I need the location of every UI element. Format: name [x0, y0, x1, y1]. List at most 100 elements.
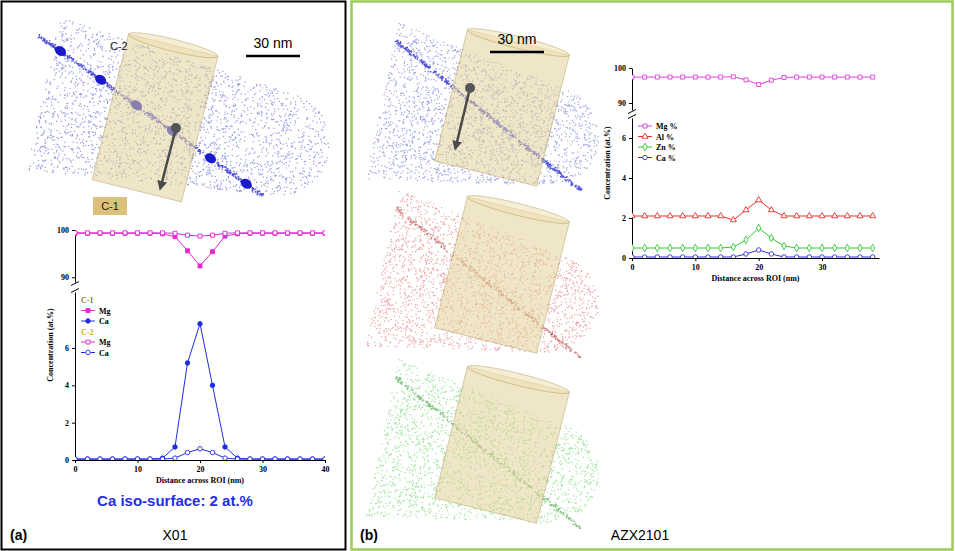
scale-bar [490, 51, 544, 54]
tick-label: 90 [618, 99, 626, 108]
series-marker [136, 231, 140, 235]
series-marker [632, 75, 634, 79]
axis-line [633, 258, 880, 259]
roi-cap [466, 361, 571, 398]
tick-mark [263, 460, 264, 463]
panel-frame [2, 2, 346, 550]
series-marker [75, 457, 77, 460]
legend-label: Al % [656, 133, 674, 142]
tick: 100 [57, 226, 75, 235]
legend-symbol [86, 319, 91, 324]
tick: 6 [622, 134, 632, 143]
series-marker [286, 231, 290, 235]
legend: C-1MgCaC-2MgCa [81, 296, 111, 358]
axis-break [628, 115, 636, 119]
tick-label: 2 [65, 419, 69, 428]
series-marker [845, 255, 850, 258]
series-marker [795, 244, 799, 251]
series-marker [794, 212, 800, 217]
series-marker [833, 244, 837, 251]
series-marker [98, 231, 102, 235]
series-marker [185, 450, 190, 455]
series-marker [870, 212, 876, 217]
series-marker [845, 75, 849, 79]
series-marker [730, 216, 736, 221]
series-marker [310, 457, 315, 460]
series-marker [782, 255, 787, 258]
legend-symbol [86, 340, 90, 344]
series-marker [98, 457, 103, 460]
series-marker [692, 212, 698, 217]
series-marker [123, 457, 128, 460]
series-marker [210, 383, 215, 388]
series-marker [261, 231, 265, 235]
tick: 2 [622, 214, 632, 223]
series-marker [642, 212, 648, 217]
legend-label: Ca % [656, 154, 676, 163]
tick: 10 [692, 258, 700, 272]
roi-arrow-start [465, 83, 475, 93]
tick: 20 [755, 258, 763, 272]
series-marker [642, 255, 647, 258]
series-marker [298, 231, 302, 235]
tick: 10 [134, 460, 142, 474]
series-marker [731, 75, 735, 79]
series-marker [186, 249, 190, 253]
series-marker [211, 233, 215, 237]
tick: 0 [65, 456, 75, 465]
series-marker [311, 231, 315, 235]
tick: 90 [61, 273, 75, 282]
tick: 100 [614, 64, 632, 73]
series-marker [632, 212, 635, 217]
series-marker [311, 231, 315, 235]
tick-mark [629, 103, 632, 104]
series-marker [681, 75, 685, 79]
roi-cap [466, 191, 571, 228]
axis: 0246 [65, 293, 76, 466]
series-marker [744, 78, 748, 82]
series-marker [161, 232, 165, 236]
series-marker [185, 361, 190, 366]
tick-label: 4 [622, 174, 626, 183]
series-marker [86, 231, 90, 235]
series-marker [782, 242, 786, 249]
series-marker [705, 212, 711, 217]
series-marker [285, 457, 290, 460]
series-marker [820, 75, 824, 79]
series-marker [86, 231, 90, 235]
axis: 90 100 [614, 64, 633, 110]
roi-body [92, 34, 218, 202]
series-marker [832, 255, 837, 258]
tick: 0 [631, 258, 635, 272]
tick-label: 30 [259, 465, 267, 474]
series-marker [693, 255, 698, 258]
series-marker [323, 231, 325, 235]
series-marker [668, 75, 672, 79]
series-marker [757, 224, 761, 231]
series-marker [871, 244, 875, 251]
series-marker [807, 75, 811, 79]
legend: Mg %Al %Zn %Ca % [638, 122, 678, 163]
series-marker [148, 457, 153, 460]
reconstruction-a: C-2C-130 nm [29, 20, 329, 215]
precipitate [93, 73, 108, 87]
roi-arrow [161, 128, 176, 186]
tick-mark [629, 138, 632, 139]
series-marker [744, 236, 748, 243]
series-marker [310, 457, 315, 460]
series-marker [148, 231, 152, 235]
series-marker [706, 244, 710, 251]
atom-cloud [367, 191, 599, 352]
series-marker [807, 255, 812, 258]
tick-label: 10 [134, 465, 142, 474]
series-marker [260, 457, 265, 460]
tick-mark [72, 460, 75, 461]
y-axis-title: Concentration (at.%) [46, 308, 55, 382]
series-marker [323, 231, 325, 235]
tick-label: 100 [614, 64, 626, 73]
series-marker [794, 255, 799, 258]
series-marker [198, 447, 203, 452]
x-axis-title: Distance across ROI (nm) [711, 274, 799, 283]
series-marker [235, 456, 240, 460]
tick-label: 4 [65, 381, 69, 390]
